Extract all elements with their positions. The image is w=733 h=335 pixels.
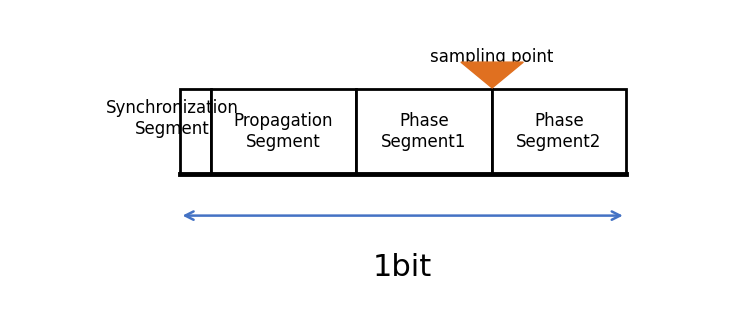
Text: sampling point: sampling point bbox=[430, 48, 554, 66]
Bar bbox=[180, 89, 211, 174]
Text: Phase
Segment2: Phase Segment2 bbox=[516, 112, 602, 151]
Bar bbox=[356, 89, 492, 174]
Text: 1bit: 1bit bbox=[373, 253, 432, 282]
Bar bbox=[492, 89, 626, 174]
Bar bbox=[211, 89, 356, 174]
Polygon shape bbox=[461, 62, 523, 88]
Text: Phase
Segment1: Phase Segment1 bbox=[381, 112, 467, 151]
Text: Propagation
Segment: Propagation Segment bbox=[234, 112, 333, 151]
Text: Synchronization
Segment: Synchronization Segment bbox=[106, 99, 239, 138]
